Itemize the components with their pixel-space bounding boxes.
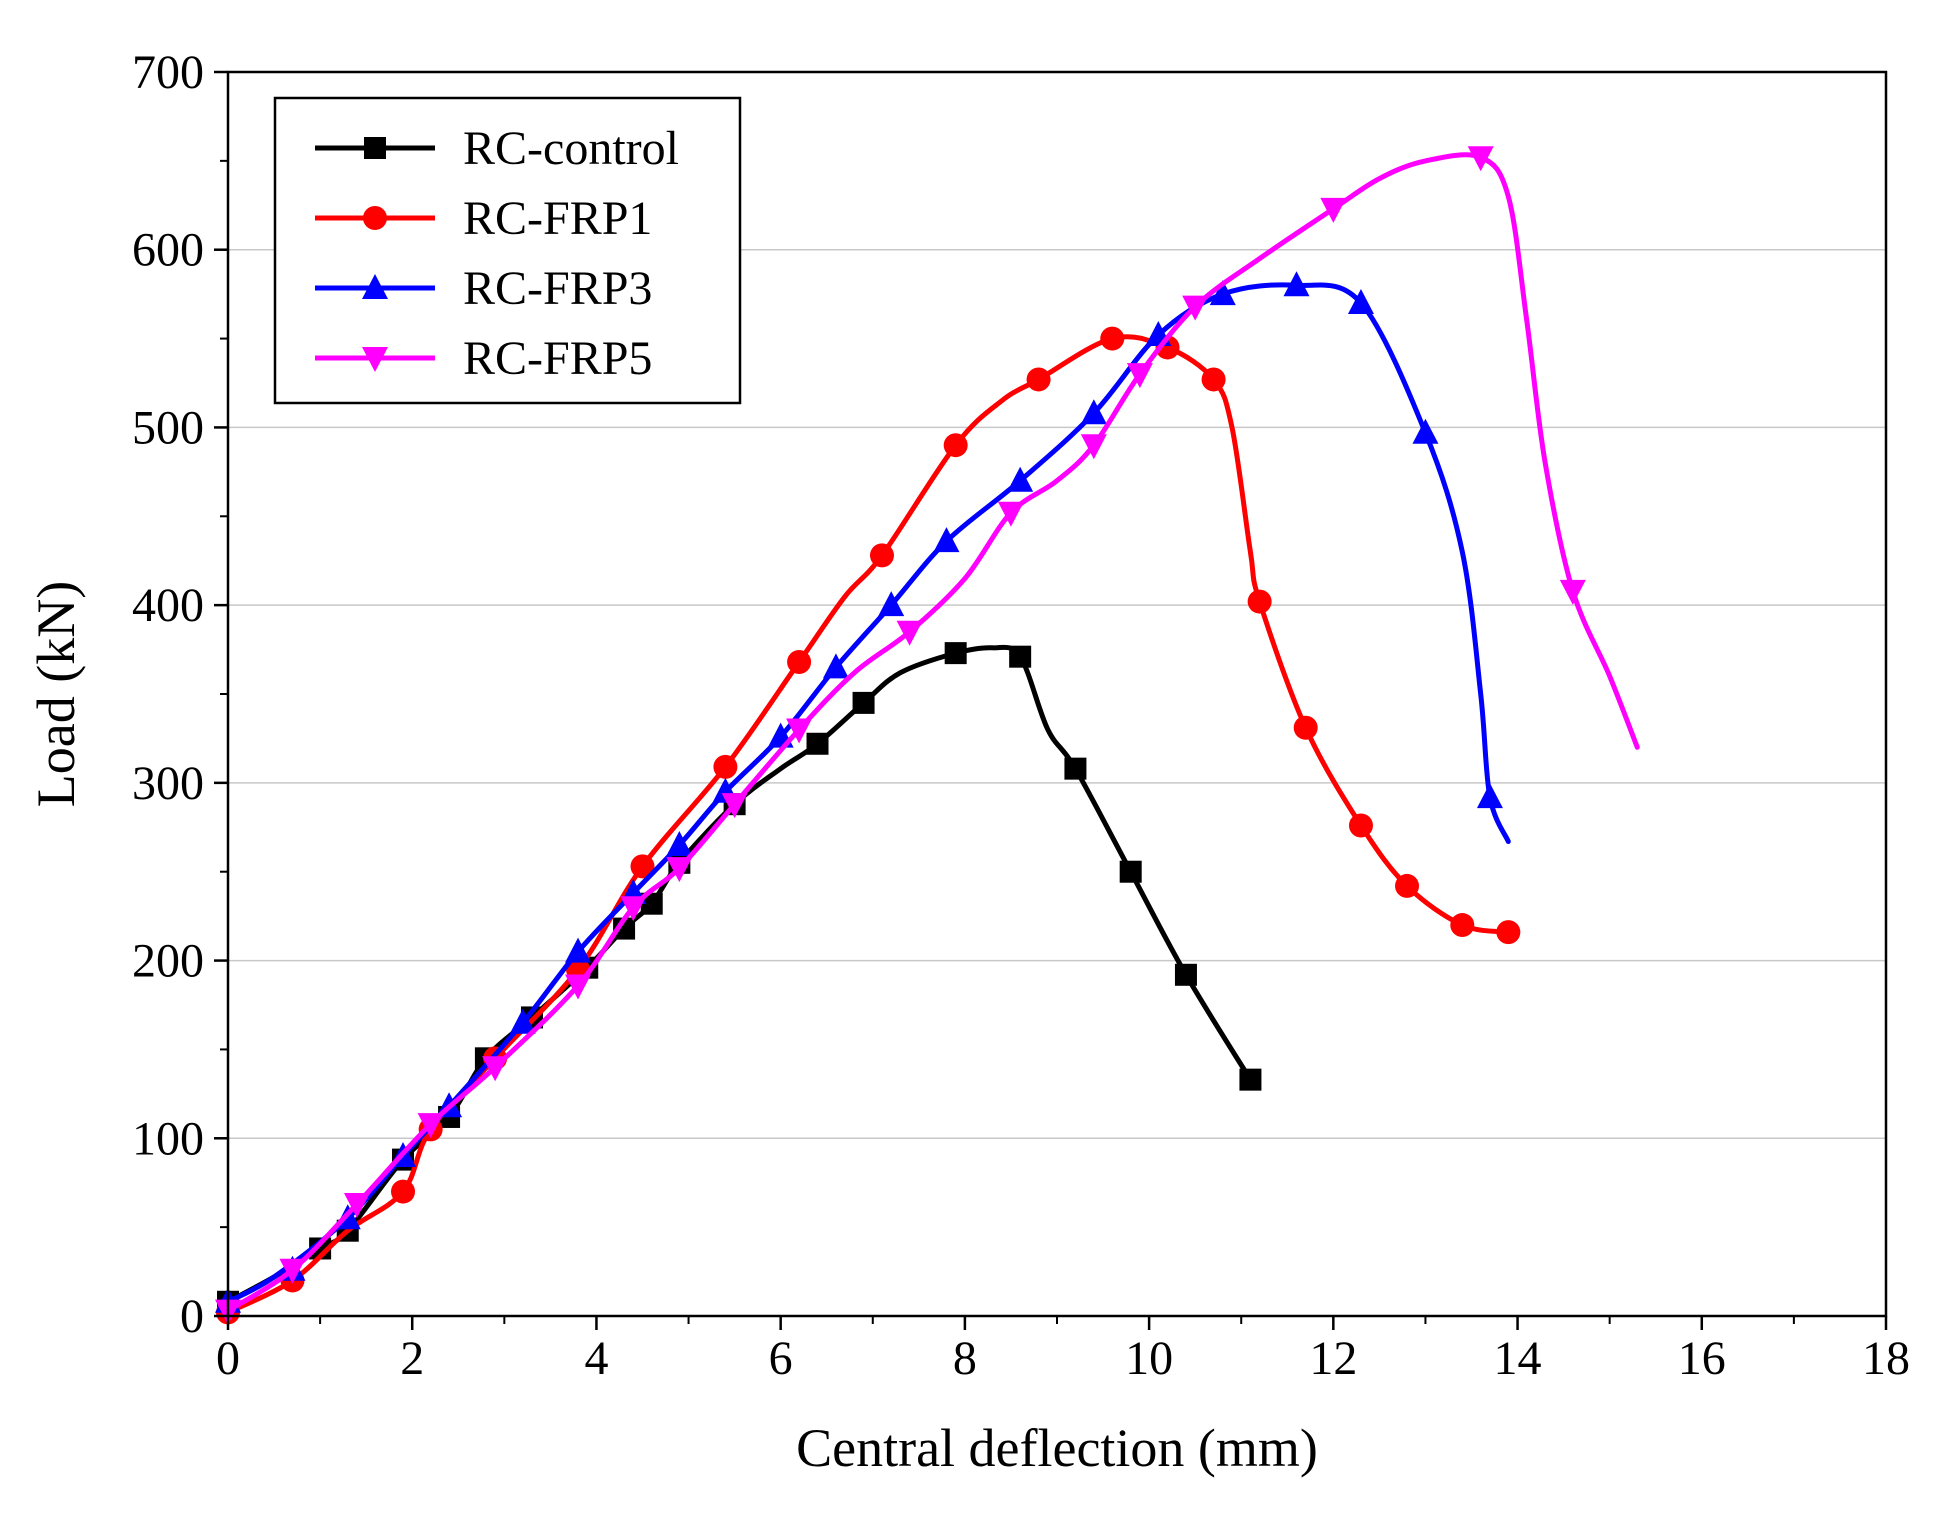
legend-marker-rc-frp1: [363, 206, 387, 230]
data-point-rc-frp5: [620, 896, 647, 922]
data-point-rc-frp1: [630, 854, 655, 879]
data-point-rc-frp3: [565, 937, 592, 963]
data-point-rc-frp3: [1476, 783, 1503, 809]
data-point-rc-frp3: [509, 1008, 536, 1034]
y-tick-label: 600: [132, 224, 204, 277]
data-point-rc-frp1: [1496, 920, 1521, 945]
x-axis-title: Central deflection (mm): [796, 1418, 1318, 1478]
data-point-rc-control: [1174, 963, 1197, 986]
legend-label-rc-frp1: RC-FRP1: [463, 192, 652, 245]
x-tick-label: 2: [400, 1332, 424, 1385]
data-point-rc-frp5: [1467, 146, 1494, 172]
data-point-rc-control: [944, 642, 967, 665]
data-point-rc-frp5: [1320, 197, 1347, 223]
data-point-rc-frp5: [565, 974, 592, 1000]
data-point-rc-frp5: [279, 1258, 306, 1284]
data-point-rc-frp1: [1100, 326, 1125, 351]
data-point-rc-frp3: [1347, 289, 1374, 315]
data-point-rc-control: [1119, 860, 1142, 883]
data-point-rc-frp3: [1209, 280, 1236, 306]
data-point-rc-frp1: [1395, 873, 1420, 898]
legend-item-rc-control: RC-control: [315, 122, 679, 175]
data-point-rc-frp3: [1007, 466, 1034, 492]
legend: RC-control RC-FRP1 RC-FRP3 RC-FRP5: [273, 96, 742, 405]
data-point-rc-frp3: [1080, 399, 1107, 425]
data-point-rc-frp5: [343, 1193, 370, 1219]
legend-item-rc-frp1: RC-FRP1: [315, 192, 652, 245]
legend-label-rc-frp5: RC-FRP5: [463, 332, 652, 385]
legend-label-rc-control: RC-control: [463, 122, 679, 175]
y-tick-label: 300: [132, 757, 204, 810]
data-point-rc-frp1: [1247, 589, 1272, 614]
y-axis-title: Load (kN): [26, 581, 86, 807]
y-tick-label: 100: [132, 1112, 204, 1165]
legend-item-rc-frp3: RC-FRP3: [315, 262, 652, 315]
data-point-rc-frp5: [1559, 579, 1586, 605]
data-point-rc-frp5: [1126, 363, 1153, 389]
legend-marker-rc-frp5: [362, 347, 388, 372]
data-point-rc-frp5: [721, 793, 748, 819]
data-point-rc-control: [640, 892, 663, 915]
data-point-rc-frp5: [482, 1056, 509, 1082]
data-point-rc-frp5: [666, 857, 693, 883]
x-tick-label: 18: [1862, 1332, 1910, 1385]
x-tick-label: 12: [1309, 1332, 1357, 1385]
data-point-rc-control: [1239, 1068, 1262, 1091]
data-point-rc-frp3: [1283, 271, 1310, 297]
y-tick-label: 700: [132, 46, 204, 99]
data-point-rc-control: [1009, 645, 1032, 668]
legend-marker-rc-control: [364, 137, 386, 159]
x-tick-label: 8: [953, 1332, 977, 1385]
series-line-rc-frp5: [225, 152, 1640, 1314]
legend-item-rc-frp5: RC-FRP5: [315, 332, 652, 385]
data-point-rc-frp3: [1412, 418, 1439, 444]
series-line-rc-frp3: [225, 282, 1511, 1305]
data-point-rc-frp5: [997, 501, 1024, 527]
data-point-rc-frp1: [943, 433, 968, 458]
data-point-rc-control: [1064, 757, 1087, 780]
data-point-rc-frp5: [1080, 434, 1107, 460]
data-point-rc-frp1: [787, 650, 812, 675]
x-tick-label: 0: [216, 1332, 240, 1385]
x-tick-label: 16: [1678, 1332, 1726, 1385]
x-tick-label: 14: [1494, 1332, 1542, 1385]
tick-layer: 0 2 4 6 8 10 12 14 16 18 0 100 200 300 400 500 600 700: [132, 46, 1910, 1385]
legend-label-rc-frp3: RC-FRP3: [463, 262, 652, 315]
x-tick-label: 4: [584, 1332, 608, 1385]
series-layer: [215, 146, 1640, 1325]
data-point-rc-control: [852, 691, 875, 714]
grid-layer: [228, 248, 1886, 1140]
legend-marker-rc-frp3: [362, 274, 388, 299]
data-point-rc-frp1: [1026, 367, 1051, 392]
data-point-rc-frp3: [822, 653, 849, 679]
data-point-rc-frp1: [391, 1179, 416, 1204]
data-point-rc-control: [806, 732, 829, 755]
data-point-rc-frp1: [1348, 813, 1373, 838]
series-rc-frp5: [215, 146, 1640, 1325]
data-point-rc-frp5: [417, 1113, 444, 1139]
data-point-rc-frp1: [1201, 367, 1226, 392]
y-tick-label: 500: [132, 401, 204, 454]
data-point-rc-frp1: [869, 543, 894, 568]
data-point-rc-frp5: [786, 718, 813, 744]
x-tick-label: 10: [1125, 1332, 1173, 1385]
x-tick-label: 6: [769, 1332, 793, 1385]
y-tick-label: 200: [132, 935, 204, 988]
data-point-rc-frp1: [1450, 913, 1475, 938]
data-point-rc-frp1: [1293, 715, 1318, 740]
y-tick-label: 0: [180, 1290, 204, 1343]
data-point-rc-frp1: [713, 754, 738, 779]
data-point-rc-frp5: [896, 620, 923, 646]
data-point-rc-frp5: [1182, 295, 1209, 321]
data-point-rc-frp3: [878, 591, 905, 617]
data-point-rc-frp3: [933, 527, 960, 553]
data-point-rc-frp3: [666, 831, 693, 857]
y-tick-label: 400: [132, 579, 204, 632]
